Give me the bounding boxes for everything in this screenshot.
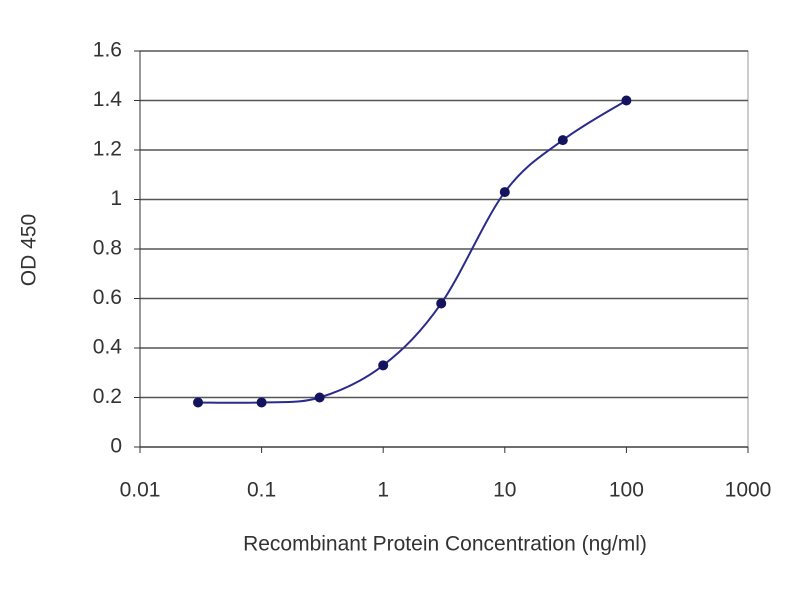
marker	[436, 298, 447, 309]
y-tick-label: 1.6	[93, 39, 122, 62]
marker	[621, 95, 632, 106]
y-tick-label: 0.6	[93, 286, 122, 309]
marker	[193, 397, 204, 408]
y-tick-label: 0.2	[93, 385, 122, 408]
x-tick-label: 0.01	[120, 479, 161, 502]
y-tick-label: 1	[110, 187, 122, 210]
y-tick-label: 0	[110, 435, 122, 458]
x-tick-label: 0.1	[247, 479, 276, 502]
marker	[256, 397, 267, 408]
y-tick-label: 0.4	[93, 336, 123, 359]
marker	[378, 360, 389, 371]
x-tick-label: 10	[493, 479, 516, 502]
marker	[314, 392, 325, 403]
y-tick-label: 1.4	[93, 88, 123, 111]
x-tick-label: 1000	[725, 479, 772, 502]
x-tick-label: 1	[377, 479, 389, 502]
marker	[557, 135, 568, 146]
y-tick-label: 1.2	[93, 138, 122, 161]
curve	[198, 99, 627, 404]
y-tick-label: 0.8	[93, 237, 122, 260]
x-tick-label: 100	[609, 479, 644, 502]
y-axis-label: OD 450	[18, 214, 41, 286]
x-axis-label: Recombinant Protein Concentration (ng/ml…	[243, 533, 647, 556]
marker	[499, 187, 510, 198]
